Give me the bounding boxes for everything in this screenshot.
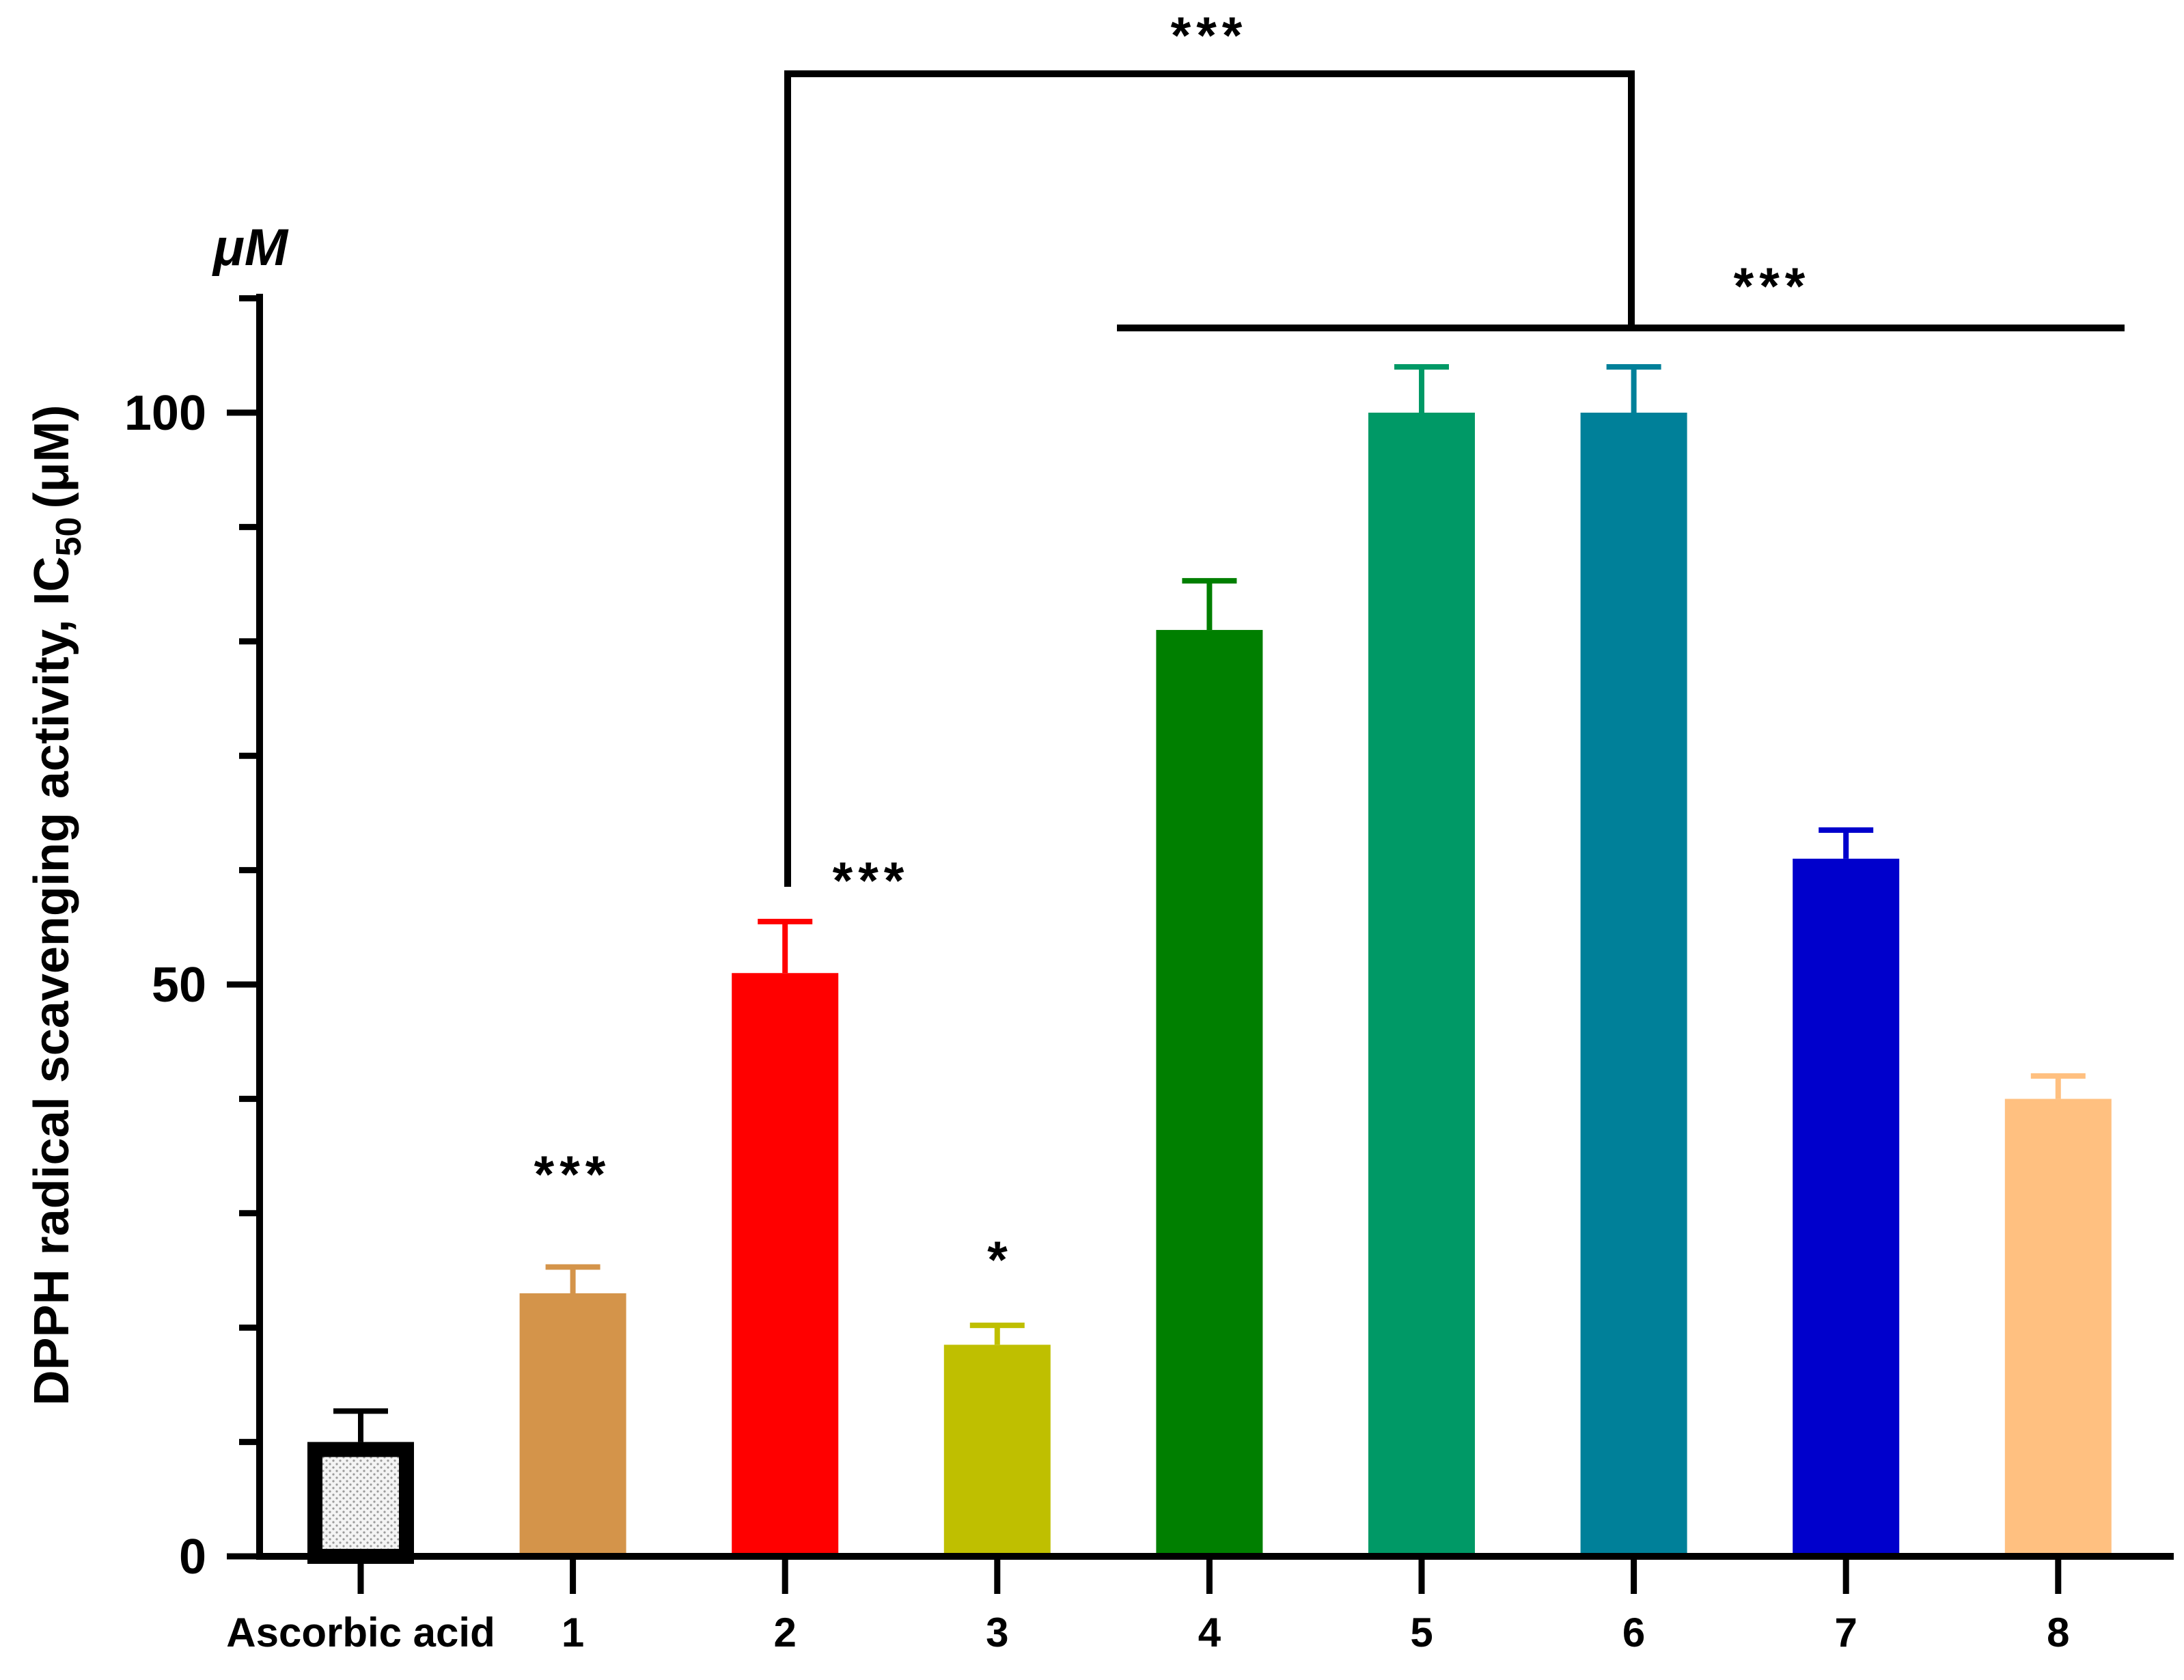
y-ticks-layer: 0 50 100 xyxy=(124,295,260,1584)
x-tick-label: Ascorbic acid xyxy=(226,1610,495,1655)
x-tick-label: 6 xyxy=(1622,1610,1645,1655)
bars-layer xyxy=(307,413,2112,1565)
x-tick-label: 7 xyxy=(1835,1610,1857,1655)
y-tick-label: 0 xyxy=(179,1530,206,1584)
error-bars-layer xyxy=(333,364,2086,1442)
significance-3: * xyxy=(987,1231,1013,1289)
bar-compound-7 xyxy=(1793,858,1900,1556)
y-tick-label: 100 xyxy=(124,386,206,441)
y-axis-title: DPPH radical scavenging activity, IC50(μ… xyxy=(25,405,89,1406)
bar-ascorbic-acid xyxy=(307,1442,414,1565)
bar-compound-8 xyxy=(2004,1099,2112,1556)
x-tick-label: 5 xyxy=(1410,1610,1433,1655)
y-unit-label: μM xyxy=(212,219,289,277)
x-tick-label: 3 xyxy=(986,1610,1008,1655)
significance-2: *** xyxy=(833,852,910,910)
bracket-significance: *** xyxy=(1171,7,1248,65)
x-tick-label: 8 xyxy=(2047,1610,2069,1655)
comparison-bracket xyxy=(784,70,1635,887)
bar-compound-1 xyxy=(519,1293,626,1556)
significance-1: *** xyxy=(534,1146,611,1204)
bar-compound-2 xyxy=(732,973,839,1556)
y-tick-label: 50 xyxy=(152,958,206,1013)
bar-compound-3 xyxy=(943,1345,1051,1556)
x-ticks-layer: Ascorbic acid 1 2 3 4 5 6 7 8 xyxy=(226,1556,2069,1655)
x-tick-label: 2 xyxy=(774,1610,797,1655)
group-significance: *** xyxy=(1734,258,1811,316)
x-tick-label: 4 xyxy=(1198,1610,1221,1655)
bar-compound-5 xyxy=(1368,413,1475,1556)
x-tick-label: 1 xyxy=(562,1610,584,1655)
bar-compound-6 xyxy=(1580,413,1687,1556)
bar-compound-4 xyxy=(1156,630,1263,1556)
